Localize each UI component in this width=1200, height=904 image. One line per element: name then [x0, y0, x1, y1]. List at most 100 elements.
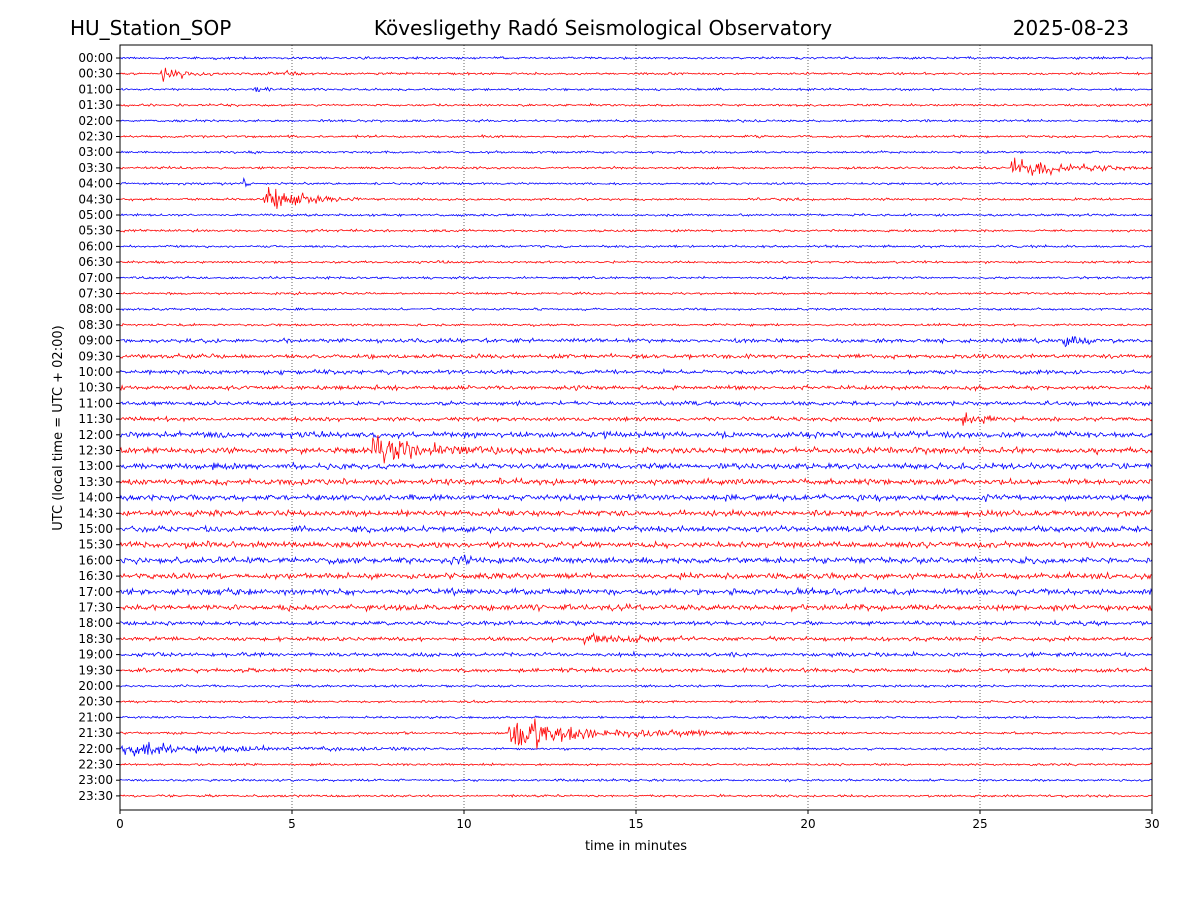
trace-1500	[119, 524, 1153, 535]
y-tick-label: 21:30	[78, 726, 113, 740]
y-tick-label: 11:30	[78, 412, 113, 426]
x-tick-label: 10	[456, 817, 471, 831]
y-tick-label: 09:30	[78, 349, 113, 363]
trace-0530	[119, 228, 1153, 233]
plot-frame	[119, 44, 1153, 811]
station-name: HU_Station_SOP	[70, 16, 231, 40]
y-tick-label: 08:00	[78, 302, 113, 316]
trace-1100	[119, 399, 1153, 408]
trace-0930	[119, 352, 1153, 361]
trace-1600	[119, 554, 1153, 566]
y-tick-label: 22:00	[78, 742, 113, 756]
y-tick-label: 16:00	[78, 553, 113, 567]
y-tick-label: 04:00	[78, 177, 113, 191]
x-tick-label: 15	[628, 817, 643, 831]
y-tick-label: 05:00	[78, 208, 113, 222]
trace-1300	[119, 461, 1153, 471]
plot-area	[120, 45, 1152, 810]
y-tick-label: 18:00	[78, 616, 113, 630]
y-tick-label: 19:30	[78, 663, 113, 677]
x-tick-label: 25	[972, 817, 987, 831]
trace-2130	[119, 718, 1153, 750]
seismic-traces	[119, 55, 1153, 798]
trace-2330	[119, 793, 1153, 798]
trace-0130	[119, 102, 1153, 108]
trace-1700	[119, 586, 1153, 597]
chart-date: 2025-08-23	[1013, 16, 1129, 40]
y-tick-label: 07:30	[78, 287, 113, 301]
x-axis-ticks: 0 5 10 15 20 25 30	[116, 810, 1160, 831]
y-tick-label: 14:00	[78, 491, 113, 505]
y-tick-label: 17:00	[78, 585, 113, 599]
trace-1830	[119, 631, 1153, 646]
y-tick-label: 16:30	[78, 569, 113, 583]
y-tick-label: 00:00	[78, 51, 113, 65]
y-tick-label: 12:00	[78, 428, 113, 442]
trace-0700	[119, 275, 1152, 281]
trace-1200	[119, 429, 1153, 440]
y-tick-label: 12:30	[78, 444, 113, 458]
trace-0830	[120, 322, 1153, 328]
y-tick-label: 13:00	[78, 459, 113, 473]
y-tick-label: 03:30	[78, 161, 113, 175]
y-tick-label: 23:30	[78, 789, 113, 803]
trace-1130	[119, 412, 1153, 426]
x-tick-label: 30	[1144, 817, 1159, 831]
y-tick-label: 00:30	[78, 67, 113, 81]
y-tick-label: 20:00	[78, 679, 113, 693]
y-tick-label: 10:00	[78, 365, 113, 379]
y-tick-label: 19:00	[78, 648, 113, 662]
y-tick-label: 04:30	[78, 192, 113, 206]
y-axis-label: UTC (local time = UTC + 02:00)	[51, 325, 66, 530]
trace-1900	[119, 650, 1153, 659]
trace-1800	[119, 619, 1153, 627]
trace-2100	[119, 715, 1153, 720]
trace-0000	[119, 55, 1153, 61]
trace-1430	[119, 507, 1153, 519]
trace-1930	[119, 666, 1153, 674]
y-tick-label: 13:30	[78, 475, 113, 489]
trace-1030	[119, 384, 1153, 393]
trace-0330	[119, 157, 1153, 177]
y-tick-label: 21:00	[78, 710, 113, 724]
trace-0400	[119, 177, 1153, 188]
y-tick-label: 22:30	[78, 758, 113, 772]
trace-0800	[119, 307, 1153, 312]
y-tick-label: 02:00	[78, 114, 113, 128]
y-tick-label: 20:30	[78, 695, 113, 709]
trace-2000	[119, 683, 1153, 689]
trace-2030	[119, 699, 1153, 704]
y-tick-label: 03:00	[78, 145, 113, 159]
y-tick-label: 05:30	[78, 224, 113, 238]
y-tick-label: 07:00	[78, 271, 113, 285]
x-axis-label: time in minutes	[585, 839, 687, 854]
trace-0500	[119, 212, 1153, 218]
trace-2200	[119, 741, 1153, 757]
chart-title: Kövesligethy Radó Seismological Observat…	[374, 16, 832, 40]
trace-1000	[119, 368, 1153, 376]
y-tick-label: 06:30	[78, 255, 113, 269]
trace-1400	[119, 493, 1153, 503]
trace-2230	[119, 762, 1153, 767]
y-tick-label: 08:30	[78, 318, 113, 332]
y-tick-label: 15:00	[78, 522, 113, 536]
trace-0100	[119, 86, 1153, 92]
x-tick-label: 20	[800, 817, 815, 831]
y-tick-label: 23:00	[78, 773, 113, 787]
trace-2300	[119, 778, 1153, 783]
y-tick-label: 18:30	[78, 632, 113, 646]
trace-0200	[119, 118, 1153, 124]
trace-1630	[119, 570, 1153, 581]
trace-1730	[119, 602, 1153, 613]
x-tick-label: 5	[288, 817, 296, 831]
y-tick-label: 10:30	[78, 381, 113, 395]
trace-0430	[119, 186, 1153, 209]
y-tick-label: 01:30	[78, 98, 113, 112]
x-tick-label: 0	[116, 817, 124, 831]
y-tick-label: 06:00	[78, 239, 113, 253]
trace-0900	[119, 336, 1153, 348]
trace-0230	[119, 134, 1153, 139]
y-tick-label: 01:00	[78, 82, 113, 96]
trace-0030	[119, 67, 1153, 82]
